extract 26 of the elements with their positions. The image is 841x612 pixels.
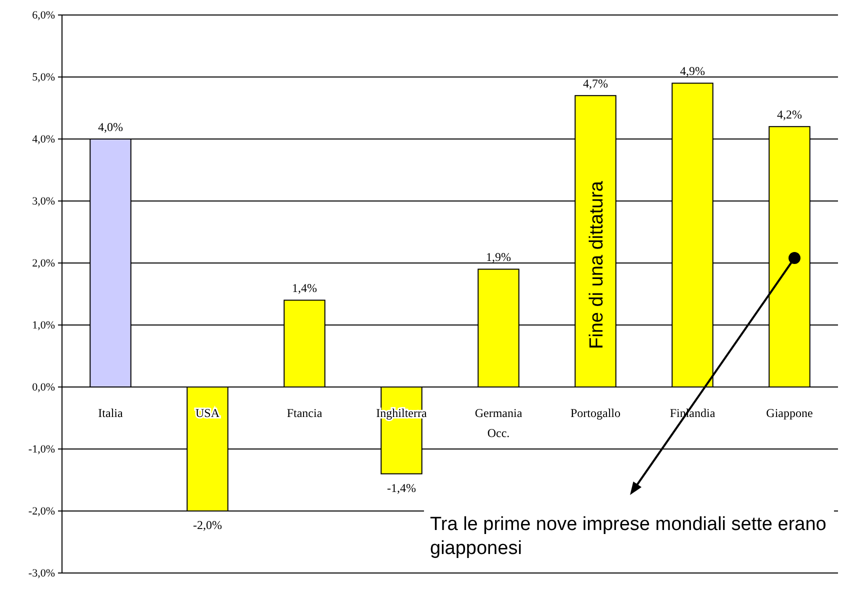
data-label: 4,0% (98, 120, 123, 134)
y-tick-label: -3,0% (28, 568, 55, 580)
data-label: 4,9% (680, 64, 705, 78)
data-label: 1,9% (486, 250, 511, 264)
y-tick-label: -2,0% (28, 506, 55, 518)
y-tick-label: 6,0% (32, 10, 55, 22)
data-label: -1,4% (387, 480, 416, 495)
annotation: Tra le prime nove imprese mondiali sette erano giapponesi (430, 514, 826, 559)
x-tick-label: Portogallo (570, 406, 620, 420)
data-label: 1,4% (292, 281, 317, 296)
y-tick-label: 2,0% (32, 258, 55, 270)
y-tick-label: 5,0% (32, 72, 55, 84)
x-tick-label: Giappone (766, 406, 813, 420)
y-tick-label: 0,0% (32, 382, 55, 394)
data-label: -2,0% (193, 518, 222, 532)
x-tick-label: Ftancia (286, 406, 323, 420)
x-tick-label: Germania Occ. (474, 406, 523, 440)
annotation: Fine di una dittatura (586, 180, 608, 349)
x-tick-label: Italia (98, 406, 124, 420)
y-tick-label: 3,0% (32, 196, 55, 208)
y-tick-label: 4,0% (32, 134, 55, 146)
x-tick-label: USA (195, 406, 220, 420)
y-tick-label: 1,0% (32, 320, 55, 332)
data-label: 4,7% (583, 76, 608, 91)
y-tick-label: -1,0% (28, 444, 55, 456)
data-label: 4,2% (777, 108, 802, 122)
